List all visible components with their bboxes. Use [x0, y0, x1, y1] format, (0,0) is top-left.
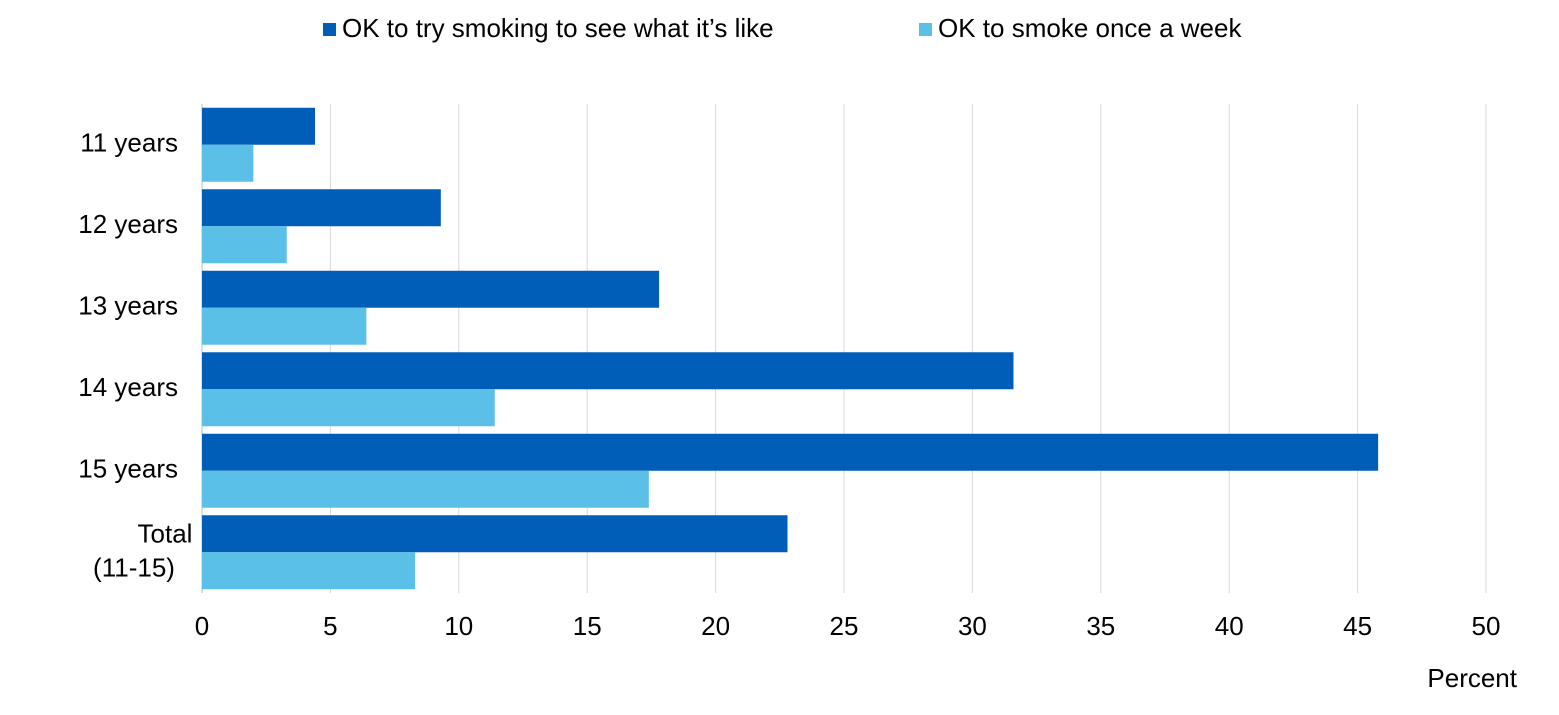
y-tick-label: 11 years	[80, 128, 178, 158]
bar	[202, 226, 287, 264]
x-axis-label: Percent	[1427, 663, 1517, 693]
legend-label: OK to smoke once a week	[938, 13, 1242, 43]
bar	[202, 515, 788, 553]
y-tick-label: 13 years	[78, 291, 178, 321]
x-tick-label: 5	[323, 611, 337, 641]
legend-swatch	[919, 23, 932, 36]
x-tick-label: 25	[830, 611, 859, 641]
bar	[202, 270, 660, 308]
y-tick-label-line: (11-15)	[93, 552, 175, 582]
bar	[202, 470, 649, 508]
bar	[202, 144, 254, 182]
bar	[202, 189, 441, 227]
x-tick-label: 10	[444, 611, 473, 641]
x-tick-label: 0	[195, 611, 209, 641]
x-tick-label: 15	[573, 611, 602, 641]
y-tick-label-line: Total	[138, 518, 193, 548]
legend-swatch	[323, 23, 336, 36]
x-tick-label: 30	[958, 611, 987, 641]
y-tick-label: 12 years	[78, 209, 178, 239]
x-tick-label: 20	[701, 611, 730, 641]
bar	[202, 552, 416, 590]
bar	[202, 307, 367, 345]
bar	[202, 389, 495, 427]
legend-label: OK to try smoking to see what it’s like	[342, 13, 774, 43]
y-tick-label: 15 years	[78, 454, 178, 484]
bar	[202, 433, 1379, 471]
y-tick-label: Total (11-15)	[93, 518, 192, 582]
x-tick-label: 35	[1086, 611, 1115, 641]
x-tick-label: 50	[1472, 611, 1501, 641]
bar	[202, 352, 1014, 390]
bar	[202, 107, 315, 145]
x-tick-label: 45	[1343, 611, 1372, 641]
x-tick-label: 40	[1215, 611, 1244, 641]
y-tick-label: 14 years	[78, 372, 178, 402]
